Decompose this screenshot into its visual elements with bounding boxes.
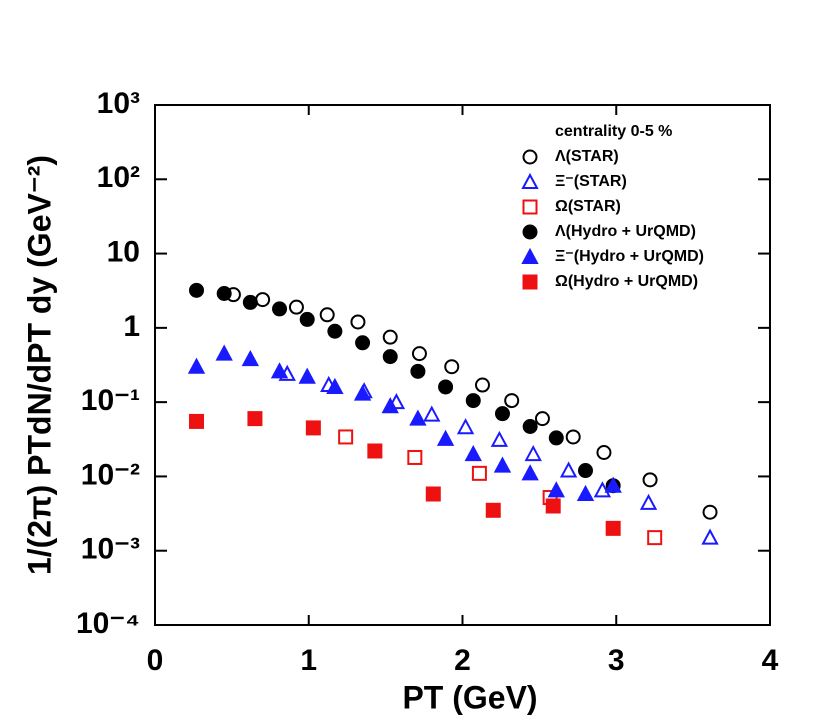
point xyxy=(425,486,441,502)
point xyxy=(534,411,550,427)
legend-label: Ω(STAR) xyxy=(555,198,621,215)
x-axis-label: PT (GeV) xyxy=(402,679,537,715)
point xyxy=(255,292,271,308)
point xyxy=(411,346,427,362)
y-tick-label: 10 xyxy=(107,235,140,268)
point xyxy=(436,429,455,446)
legend-label: Λ(STAR) xyxy=(555,148,619,165)
x-tick-label: 4 xyxy=(762,644,779,677)
point xyxy=(189,282,205,298)
point xyxy=(701,528,719,545)
point xyxy=(596,444,612,460)
point xyxy=(355,335,371,351)
point xyxy=(474,377,490,393)
point xyxy=(327,323,343,339)
point xyxy=(522,419,538,435)
point xyxy=(504,393,520,409)
point xyxy=(494,406,510,422)
point xyxy=(288,299,304,315)
point xyxy=(521,464,539,481)
point xyxy=(605,520,621,536)
point xyxy=(545,498,561,514)
y-tick-label: 10⁻⁴ xyxy=(76,607,140,640)
point xyxy=(702,504,718,520)
x-tick-label: 3 xyxy=(608,644,625,677)
point xyxy=(326,377,344,394)
point xyxy=(444,359,460,375)
point xyxy=(241,349,259,367)
point xyxy=(490,430,509,447)
legend-marker xyxy=(521,172,539,189)
x-tick-label: 2 xyxy=(454,644,471,677)
legend-label: Ξ⁻(STAR) xyxy=(555,173,627,190)
point xyxy=(299,311,315,327)
point xyxy=(565,429,581,445)
point xyxy=(559,461,578,478)
point xyxy=(189,413,205,429)
point xyxy=(548,430,564,446)
x-tick-label: 1 xyxy=(300,644,317,677)
point xyxy=(409,409,427,426)
legend-title: centrality 0-5 % xyxy=(555,123,672,140)
point xyxy=(407,449,423,465)
point xyxy=(604,476,622,493)
legend-label: Ξ⁻(Hydro + UrQMD) xyxy=(555,248,704,265)
point xyxy=(382,329,398,345)
point xyxy=(456,418,475,435)
y-tick-label: 1 xyxy=(123,310,140,343)
point xyxy=(381,397,399,414)
point xyxy=(187,357,206,374)
legend-marker xyxy=(522,274,538,290)
point xyxy=(338,429,354,445)
point xyxy=(576,484,595,502)
y-tick-label: 10⁻² xyxy=(81,458,140,491)
point xyxy=(642,472,658,488)
point xyxy=(319,307,335,323)
point xyxy=(350,314,366,330)
point xyxy=(438,379,454,395)
point xyxy=(639,493,658,510)
legend-label: Λ(Hydro + UrQMD) xyxy=(555,223,696,240)
point xyxy=(382,349,398,365)
legend-marker xyxy=(522,149,538,165)
point xyxy=(298,367,316,384)
point xyxy=(216,286,232,302)
point xyxy=(485,502,501,518)
x-tick-label: 0 xyxy=(147,644,164,677)
point xyxy=(410,363,426,379)
point xyxy=(464,444,482,462)
point xyxy=(471,465,487,481)
y-tick-label: 10³ xyxy=(97,87,140,120)
legend-marker xyxy=(522,199,538,215)
point xyxy=(242,294,258,310)
point xyxy=(367,443,383,459)
point xyxy=(215,344,233,361)
y-axis-label: 1/(2π) PTdN/dPT dy (GeV⁻²) xyxy=(21,155,57,575)
point xyxy=(593,481,612,498)
point xyxy=(493,456,512,473)
legend-label: Ω(Hydro + UrQMD) xyxy=(555,273,698,290)
legend-marker xyxy=(522,224,538,240)
point xyxy=(578,463,593,479)
point xyxy=(305,420,321,436)
point xyxy=(524,444,542,462)
point xyxy=(247,411,263,427)
point xyxy=(465,393,481,409)
point xyxy=(423,405,441,422)
y-tick-label: 10² xyxy=(97,161,140,194)
point xyxy=(353,384,372,401)
point xyxy=(270,362,289,379)
legend-marker xyxy=(521,247,539,264)
point xyxy=(647,530,663,546)
point xyxy=(547,481,565,498)
y-tick-label: 10⁻¹ xyxy=(81,384,140,417)
y-tick-label: 10⁻³ xyxy=(81,533,140,566)
point xyxy=(272,301,288,317)
